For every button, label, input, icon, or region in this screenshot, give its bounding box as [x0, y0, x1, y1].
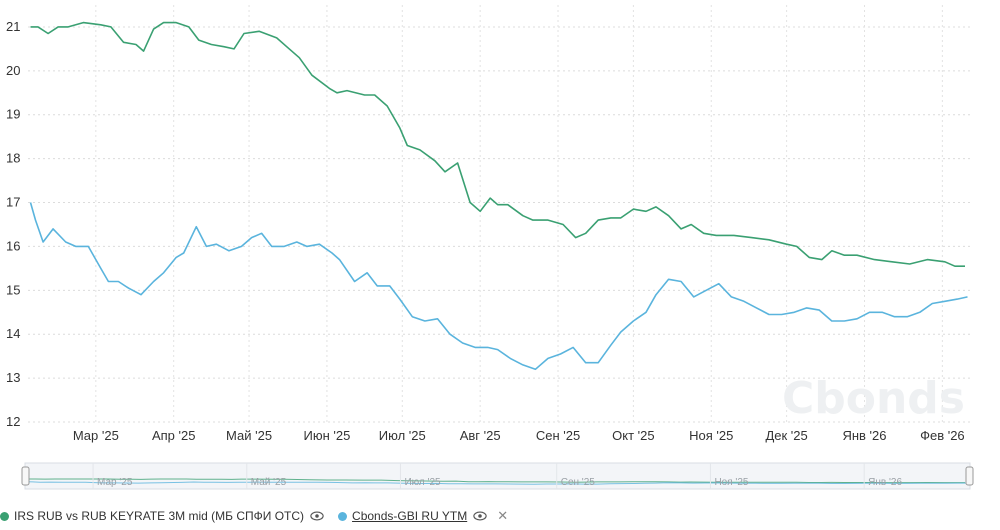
x-tick-label: Мар '25	[73, 428, 119, 443]
y-tick-label: 20	[6, 63, 20, 78]
navigator-right-handle[interactable]	[965, 466, 974, 486]
legend-label: IRS RUB vs RUB KEYRATE 3M mid (МБ СПФИ O…	[14, 509, 305, 523]
close-icon[interactable]: ✕	[497, 508, 509, 523]
navigator-tick-label: Ноя '25	[714, 477, 748, 488]
range-navigator[interactable]: Мар '25 Май '25 Июл '25 Сен '25 Ноя '25 Янв '…	[21, 462, 974, 490]
x-tick-label: Май '25	[226, 428, 272, 443]
y-axis-ticks: 12 13 14 15 16 17 18 19 20 21	[6, 19, 20, 429]
navigator-line-irs	[27, 478, 965, 484]
navigator-left-handle[interactable]	[21, 466, 30, 486]
legend-item-gbi[interactable]: Cbonds-GBI RU YTM ✕	[338, 508, 508, 524]
series-line-gbi	[29, 202, 968, 371]
x-tick-label: Ноя '25	[689, 428, 733, 443]
x-tick-label: Фев '26	[920, 428, 965, 443]
x-tick-label: Янв '26	[842, 428, 886, 443]
navigator-tick-label: Июл '25	[404, 477, 441, 488]
y-tick-label: 14	[6, 326, 20, 341]
y-tick-label: 15	[6, 282, 20, 297]
watermark: Cbonds	[782, 373, 965, 424]
y-tick-label: 17	[6, 195, 20, 210]
legend: IRS RUB vs RUB KEYRATE 3M mid (МБ СПФИ O…	[0, 507, 522, 525]
y-tick-label: 19	[6, 107, 20, 122]
x-tick-label: Окт '25	[612, 428, 654, 443]
navigator-series	[27, 478, 968, 485]
navigator-tick-label: Май '25	[251, 477, 287, 488]
y-tick-label: 18	[6, 151, 20, 166]
series-line-irs	[30, 21, 965, 268]
x-tick-label: Июл '25	[379, 428, 426, 443]
x-tick-label: Сен '25	[536, 428, 580, 443]
series-color-dot	[0, 511, 9, 521]
legend-item-irs[interactable]: IRS RUB vs RUB KEYRATE 3M mid (МБ СПФИ O…	[0, 509, 324, 523]
navigator-line-gbi	[27, 481, 968, 485]
x-tick-label: Апр '25	[152, 428, 196, 443]
line-chart: 12 13 14 15 16 17 18 19 20 21 Мар '25 Апр '25 Май '…	[6, 5, 974, 490]
navigator-track[interactable]	[24, 462, 971, 490]
y-tick-label: 21	[6, 19, 20, 34]
eye-icon[interactable]	[310, 509, 324, 523]
x-tick-label: Июн '25	[304, 428, 351, 443]
y-tick-label: 12	[6, 414, 20, 429]
x-axis-ticks: Мар '25 Апр '25 Май '25 Июн '25 Июл '25 Авг '…	[73, 428, 965, 443]
eye-icon[interactable]	[473, 509, 487, 523]
navigator-ticks: Мар '25 Май '25 Июл '25 Сен '25 Ноя '25 Янв '…	[92, 463, 902, 489]
y-tick-label: 16	[6, 238, 20, 253]
chart-grid	[28, 5, 970, 423]
navigator-tick-label: Мар '25	[97, 477, 133, 488]
navigator-tick-label: Янв '26	[868, 477, 902, 488]
x-tick-label: Дек '25	[765, 428, 807, 443]
navigator-tick-label: Сен '25	[561, 477, 596, 488]
legend-label: Cbonds-GBI RU YTM	[352, 509, 468, 523]
series-color-dot	[338, 511, 348, 521]
chart-series[interactable]	[29, 21, 968, 371]
x-tick-label: Авг '25	[460, 428, 501, 443]
y-tick-label: 13	[6, 370, 20, 385]
